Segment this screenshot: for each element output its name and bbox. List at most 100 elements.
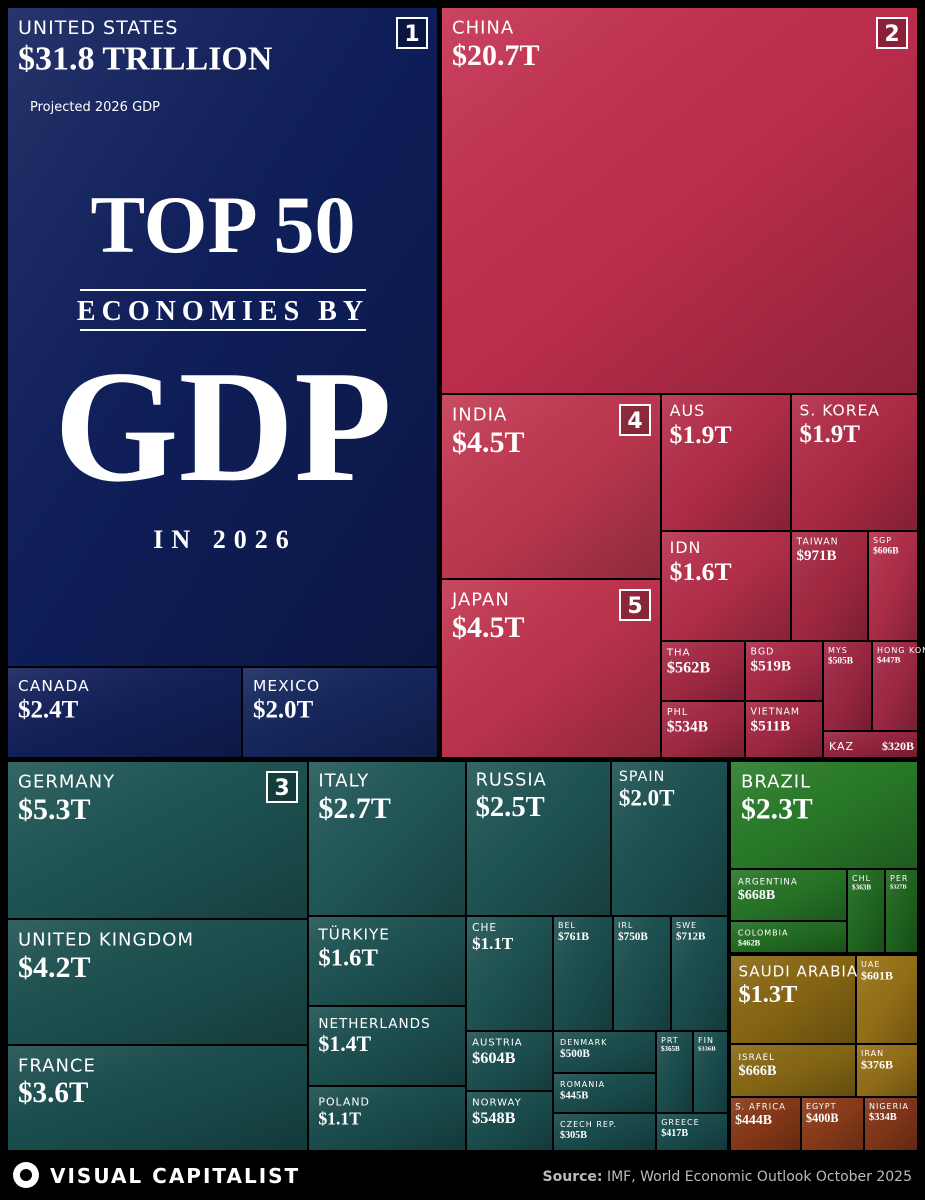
tile-shade: [824, 732, 917, 757]
tile-shade: [612, 762, 727, 915]
rank: 1: [404, 22, 419, 47]
value-label: $761B: [558, 930, 589, 943]
tile-shade: [792, 532, 867, 640]
value-label: $20.7T: [452, 39, 540, 72]
tile: PRT$365B: [657, 1032, 692, 1112]
value-label: $376B: [861, 1058, 893, 1072]
tile: GREECE$417B: [657, 1114, 727, 1150]
value-label: $320B: [882, 739, 914, 753]
value-label: $462B: [738, 938, 761, 947]
tile: BEL$761B: [554, 917, 612, 1030]
tile: SWE$712B: [672, 917, 727, 1030]
tile-shade: [792, 395, 917, 530]
country-name: PHL: [667, 707, 688, 718]
value-label: $2.0T: [619, 785, 675, 810]
value-label: $1.1T: [472, 934, 514, 953]
country-name: TAIWAN: [796, 536, 839, 547]
value-label: $1.3T: [738, 981, 797, 1008]
value-label: $2.7T: [318, 792, 391, 825]
country-name: IRAN: [861, 1049, 884, 1058]
country-name: JAPAN: [451, 589, 510, 610]
tile-shade: [865, 1098, 917, 1150]
country-name: IDN: [670, 538, 702, 557]
value-label: $3.6T: [18, 1077, 88, 1109]
country-name: VIETNAM: [751, 707, 800, 718]
country-name: BGD: [751, 647, 775, 658]
value-label: $305B: [560, 1130, 587, 1141]
value-label: $417B: [661, 1128, 688, 1139]
country-name: EGYPT: [806, 1102, 836, 1111]
tile: DENMARK$500B: [554, 1032, 655, 1072]
tile-shade: [309, 917, 465, 1005]
tile: VIETNAM$511B: [746, 702, 822, 757]
tile: UNITED STATES$31.8 TRILLION Projected 202…: [8, 8, 437, 666]
tile-shade: [467, 1092, 552, 1150]
country-name: MYS: [828, 646, 848, 655]
country-name: IRL: [618, 921, 633, 930]
tile-shade: [467, 762, 610, 915]
brand: VISUAL CAPITALIST: [50, 1164, 300, 1188]
tile-shade: [554, 1114, 655, 1150]
tile: BGD$519B: [746, 642, 822, 700]
country-name: NIGERIA: [869, 1102, 909, 1111]
logo: [20, 1169, 32, 1181]
tile: CANADA$2.4T: [8, 668, 241, 757]
tile-shade: [824, 642, 871, 730]
tile: HONG KONG$447B: [873, 642, 925, 730]
country-name: THA: [666, 647, 691, 658]
tile: UAE$601B: [857, 956, 917, 1043]
country-name: KAZ: [829, 740, 854, 753]
tile-shade: [8, 668, 241, 757]
rank-badge: [619, 404, 651, 436]
rank: 4: [627, 409, 642, 434]
tile-shade: [8, 8, 437, 666]
headline-1: TOP 50: [90, 179, 355, 270]
country-name: CZECH REP.: [560, 1120, 617, 1129]
tile: FRANCE$3.6T: [8, 1046, 307, 1150]
value-label: $4.5T: [452, 426, 525, 459]
tile-shade: [731, 956, 855, 1043]
country-name: BRAZIL: [741, 771, 811, 792]
country-name: SPAIN: [619, 769, 665, 785]
country-name: INDIA: [452, 404, 507, 425]
country-name: AUSTRIA: [472, 1038, 523, 1049]
tile: NIGERIA$334B: [865, 1098, 917, 1150]
tile-shade: [746, 702, 822, 757]
headline-3: GDP: [54, 337, 392, 515]
country-name: CHL: [852, 874, 871, 883]
country-name: GERMANY: [18, 771, 115, 792]
country-name: RUSSIA: [476, 771, 547, 791]
country-name: HONG KONG: [877, 646, 925, 655]
tile-shade: [731, 762, 917, 868]
tile: IRAN$376B: [857, 1045, 917, 1096]
value-label: $1.4T: [318, 1032, 371, 1056]
country-name: UNITED STATES: [18, 17, 178, 39]
country-name: UAE: [861, 960, 880, 969]
tile-shade: [554, 1074, 655, 1112]
value-label: $604B: [472, 1049, 515, 1067]
country-name: TÜRKIYE: [317, 924, 390, 943]
tile-shade: [309, 762, 465, 915]
source-text: IMF, World Economic Outlook October 2025: [607, 1169, 912, 1185]
tile-shade: [467, 917, 552, 1030]
value-label: $1.1T: [318, 1108, 361, 1128]
source: Source: IMF, World Economic Outlook Octo…: [543, 1169, 912, 1185]
tile: ARGENTINA$668B: [731, 870, 846, 920]
tile: JAPAN$4.5T 5: [442, 580, 660, 757]
tile-shade: [694, 1032, 727, 1112]
country-name: UNITED KINGDOM: [18, 929, 194, 950]
tile: UNITED KINGDOM$4.2T: [8, 920, 307, 1044]
tile: BRAZIL$2.3T: [731, 762, 917, 868]
tile: THA$562B: [662, 642, 744, 700]
tile-shade: [886, 870, 917, 952]
tile: POLAND$1.1T: [309, 1087, 465, 1150]
rank-badge: [619, 589, 651, 621]
value-label: $1.6T: [318, 944, 378, 971]
tile-shade: [243, 668, 437, 757]
tile-shade: [442, 580, 660, 757]
country-name: NETHERLANDS: [318, 1016, 430, 1032]
tile-shade: [802, 1098, 863, 1150]
tile-shade: [869, 532, 917, 640]
value-label: $365B: [661, 1045, 680, 1053]
tile: NETHERLANDS$1.4T: [309, 1007, 465, 1085]
